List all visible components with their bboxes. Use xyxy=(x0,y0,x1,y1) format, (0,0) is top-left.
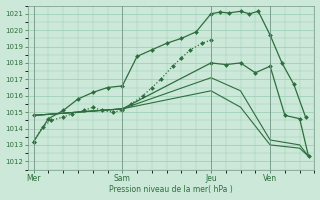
X-axis label: Pression niveau de la mer( hPa ): Pression niveau de la mer( hPa ) xyxy=(109,185,233,194)
